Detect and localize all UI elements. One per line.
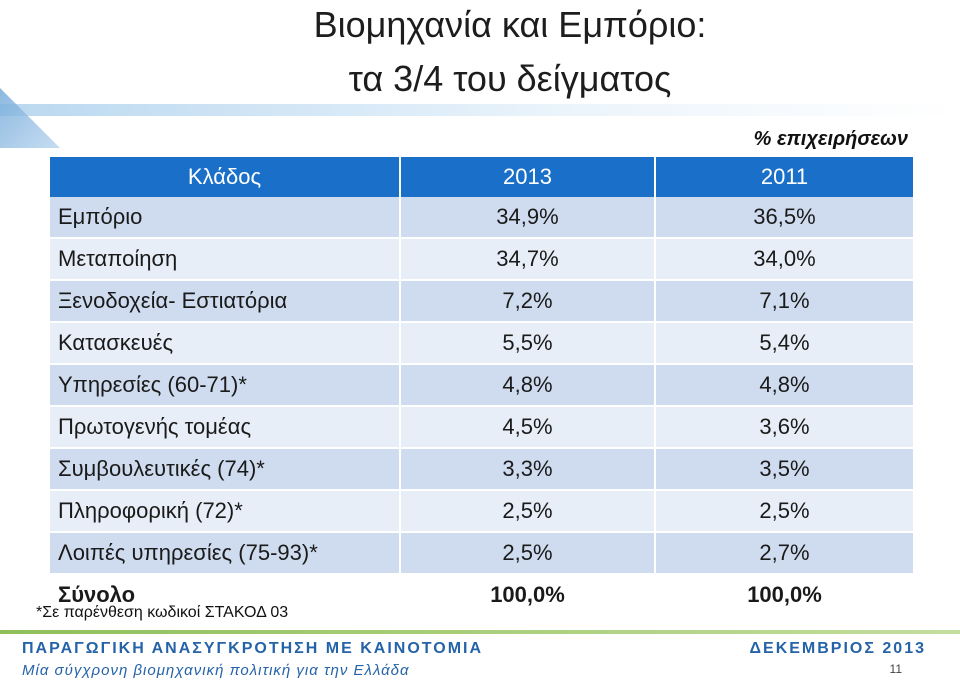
row-value-2011: 3,6% <box>655 406 913 449</box>
header-sector: Κλάδος <box>50 157 401 197</box>
row-value-2013: 34,7% <box>400 238 656 281</box>
page-number: 11 <box>889 662 902 676</box>
decorative-triangle <box>0 88 60 148</box>
row-value-2013: 7,2% <box>400 280 656 323</box>
sector-share-table: Κλάδος 2013 2011 Εμπόριο 34,9% 36,5% Μετ… <box>50 157 913 617</box>
row-sector: Πληροφορική (72)* <box>50 490 401 533</box>
row-value-2013: 34,9% <box>400 197 656 239</box>
header-2013: 2013 <box>400 157 656 197</box>
row-value-2011: 2,5% <box>655 490 913 533</box>
row-value-2011: 36,5% <box>655 197 913 239</box>
row-value-2013: 2,5% <box>400 490 656 533</box>
row-value-2011: 7,1% <box>655 280 913 323</box>
table-row: Πληροφορική (72)* 2,5% 2,5% <box>50 490 913 533</box>
unit-label: % επιχειρήσεων <box>753 128 908 150</box>
table-header-row: Κλάδος 2013 2011 <box>50 157 913 197</box>
row-value-2011: 4,8% <box>655 364 913 407</box>
row-value-2013: 2,5% <box>400 532 656 575</box>
row-sector: Συμβουλευτικές (74)* <box>50 448 401 491</box>
total-value-2011: 100,0% <box>655 574 913 617</box>
footnote: *Σε παρένθεση κωδικοί ΣΤΑΚΟΔ 03 <box>36 604 289 621</box>
row-value-2013: 4,8% <box>400 364 656 407</box>
total-value-2013: 100,0% <box>400 574 656 617</box>
decorative-band <box>0 104 960 116</box>
table-row: Συμβουλευτικές (74)* 3,3% 3,5% <box>50 448 913 491</box>
row-sector: Κατασκευές <box>50 322 401 365</box>
row-sector: Εμπόριο <box>50 197 401 239</box>
footer-subtitle: Μία σύγχρονη βιομηχανική πολιτική για τη… <box>22 662 410 679</box>
slide-title-line-1: Βιομηχανία και Εμπόριο: <box>313 4 707 45</box>
row-sector: Πρωτογενής τομέας <box>50 406 401 449</box>
table-row: Υπηρεσίες (60-71)* 4,8% 4,8% <box>50 364 913 407</box>
row-value-2011: 2,7% <box>655 532 913 575</box>
row-value-2011: 5,4% <box>655 322 913 365</box>
row-value-2013: 3,3% <box>400 448 656 491</box>
row-sector: Υπηρεσίες (60-71)* <box>50 364 401 407</box>
footer-date: ΔΕΚΕΜΒΡΙΟΣ 2013 <box>749 640 926 657</box>
row-sector: Ξενοδοχεία- Εστιατόρια <box>50 280 401 323</box>
header-2011: 2011 <box>655 157 913 197</box>
footer-slogan: ΠΑΡΑΓΩΓΙΚΗ ΑΝΑΣΥΓΚΡΟΤΗΣΗ ΜΕ ΚΑΙΝΟΤΟΜΙΑ <box>22 640 484 657</box>
footer-divider <box>0 630 960 634</box>
row-value-2011: 3,5% <box>655 448 913 491</box>
table-row: Λοιπές υπηρεσίες (75-93)* 2,5% 2,7% <box>50 532 913 575</box>
row-sector: Μεταποίηση <box>50 238 401 281</box>
table-row: Κατασκευές 5,5% 5,4% <box>50 322 913 365</box>
table-total-row: Σύνολο 100,0% 100,0% <box>50 574 913 617</box>
table-row: Πρωτογενής τομέας 4,5% 3,6% <box>50 406 913 449</box>
row-sector: Λοιπές υπηρεσίες (75-93)* <box>50 532 401 575</box>
row-value-2011: 34,0% <box>655 238 913 281</box>
table-row: Μεταποίηση 34,7% 34,0% <box>50 238 913 281</box>
total-label: Σύνολο <box>50 574 401 617</box>
row-value-2013: 4,5% <box>400 406 656 449</box>
table-row: Ξενοδοχεία- Εστιατόρια 7,2% 7,1% <box>50 280 913 323</box>
table-row: Εμπόριο 34,9% 36,5% <box>50 197 913 239</box>
row-value-2013: 5,5% <box>400 322 656 365</box>
slide-title-line-2: τα 3/4 του δείγματος <box>348 58 672 99</box>
